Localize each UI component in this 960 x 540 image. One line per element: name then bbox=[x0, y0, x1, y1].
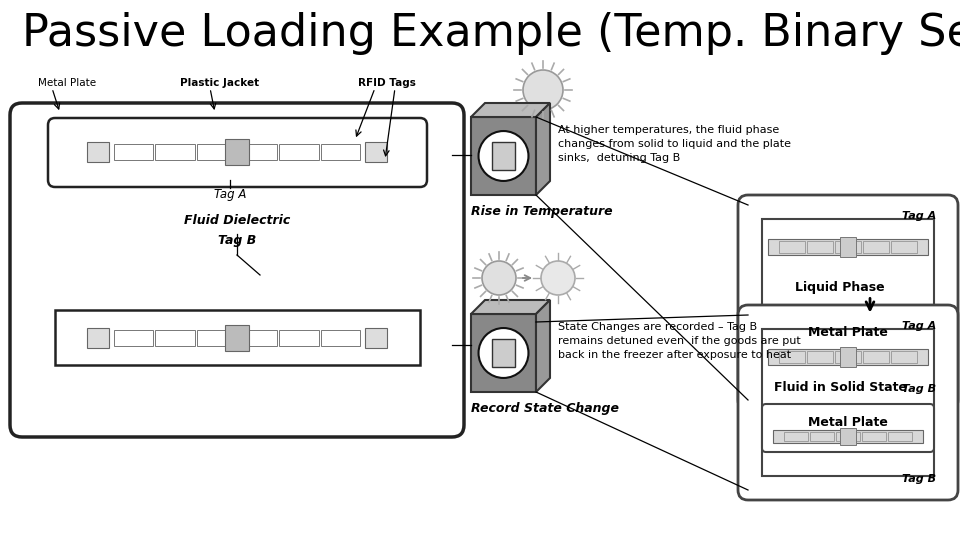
Bar bbox=[225, 139, 249, 165]
Text: Tag B: Tag B bbox=[901, 384, 936, 394]
Bar bbox=[471, 117, 536, 195]
Bar bbox=[779, 241, 805, 253]
Text: Tag A: Tag A bbox=[214, 188, 246, 201]
Bar bbox=[840, 237, 856, 257]
Bar bbox=[87, 328, 109, 348]
FancyBboxPatch shape bbox=[762, 314, 934, 362]
Bar bbox=[891, 351, 917, 363]
Text: Liquid Phase: Liquid Phase bbox=[795, 281, 885, 294]
Circle shape bbox=[541, 261, 575, 295]
Bar bbox=[840, 347, 856, 367]
Bar bbox=[768, 349, 928, 365]
Bar bbox=[238, 330, 277, 346]
Bar bbox=[862, 431, 886, 441]
Text: Record State Change: Record State Change bbox=[471, 402, 619, 415]
Bar bbox=[762, 219, 934, 386]
Bar bbox=[836, 431, 860, 441]
Circle shape bbox=[523, 70, 563, 110]
Bar bbox=[891, 241, 917, 253]
Bar bbox=[836, 341, 860, 350]
Text: Metal Plate: Metal Plate bbox=[38, 78, 96, 88]
Bar bbox=[863, 351, 889, 363]
Bar bbox=[840, 428, 856, 444]
FancyBboxPatch shape bbox=[10, 103, 464, 437]
Bar bbox=[197, 144, 236, 160]
Bar bbox=[888, 341, 912, 350]
Bar bbox=[768, 239, 928, 255]
Bar bbox=[888, 431, 912, 441]
Bar bbox=[279, 330, 319, 346]
Text: Tag B: Tag B bbox=[218, 234, 256, 247]
Text: Metal Plate: Metal Plate bbox=[808, 416, 888, 429]
Bar bbox=[863, 241, 889, 253]
Text: Metal Plate: Metal Plate bbox=[808, 327, 888, 340]
Text: Fluid Dielectric: Fluid Dielectric bbox=[184, 214, 290, 227]
Bar bbox=[784, 341, 808, 350]
Text: Tag A: Tag A bbox=[901, 211, 936, 221]
Circle shape bbox=[478, 131, 528, 181]
Text: State Changes are recorded – Tag B
remains detuned even  if the goods are put
ba: State Changes are recorded – Tag B remai… bbox=[558, 322, 801, 360]
Bar bbox=[114, 330, 154, 346]
FancyBboxPatch shape bbox=[48, 118, 427, 187]
Polygon shape bbox=[471, 300, 550, 314]
Bar bbox=[762, 329, 934, 476]
Circle shape bbox=[478, 328, 528, 378]
FancyBboxPatch shape bbox=[762, 404, 934, 452]
Text: Plastic Jacket: Plastic Jacket bbox=[180, 78, 259, 88]
Text: At higher temperatures, the fluid phase
changes from solid to liquid and the pla: At higher temperatures, the fluid phase … bbox=[558, 125, 791, 163]
Bar bbox=[835, 351, 861, 363]
Bar bbox=[279, 144, 319, 160]
Text: Rise in Temperature: Rise in Temperature bbox=[471, 205, 612, 218]
Text: Fluid in Solid State: Fluid in Solid State bbox=[774, 381, 906, 394]
Bar bbox=[156, 144, 195, 160]
Bar bbox=[840, 338, 856, 354]
Bar bbox=[810, 341, 834, 350]
Bar bbox=[773, 429, 923, 442]
Bar bbox=[784, 431, 808, 441]
Bar bbox=[810, 431, 834, 441]
Bar bbox=[197, 330, 236, 346]
Bar bbox=[55, 310, 420, 365]
Bar bbox=[365, 328, 387, 348]
Text: Tag A: Tag A bbox=[901, 321, 936, 331]
Bar bbox=[492, 339, 515, 367]
Text: RFID Tags: RFID Tags bbox=[358, 78, 416, 88]
Bar bbox=[238, 144, 277, 160]
Polygon shape bbox=[536, 103, 550, 195]
Circle shape bbox=[482, 261, 516, 295]
Bar bbox=[779, 351, 805, 363]
Bar bbox=[225, 325, 249, 351]
Bar bbox=[807, 241, 833, 253]
Bar bbox=[156, 330, 195, 346]
Bar bbox=[365, 142, 387, 162]
Bar bbox=[835, 241, 861, 253]
Bar bbox=[862, 341, 886, 350]
Bar bbox=[114, 144, 154, 160]
Bar bbox=[87, 142, 109, 162]
Polygon shape bbox=[471, 103, 550, 117]
Polygon shape bbox=[536, 300, 550, 392]
Bar bbox=[492, 142, 515, 170]
Bar bbox=[807, 351, 833, 363]
Bar bbox=[321, 144, 360, 160]
Text: Passive Loading Example (Temp. Binary Sensor): Passive Loading Example (Temp. Binary Se… bbox=[22, 12, 960, 55]
FancyBboxPatch shape bbox=[738, 305, 958, 500]
Bar bbox=[471, 314, 536, 392]
Bar bbox=[773, 340, 923, 353]
FancyBboxPatch shape bbox=[738, 195, 958, 410]
Bar bbox=[321, 330, 360, 346]
Text: Tag B: Tag B bbox=[901, 474, 936, 484]
